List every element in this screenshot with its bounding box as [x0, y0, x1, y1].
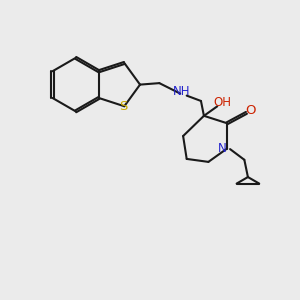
Text: NH: NH [173, 85, 190, 98]
Text: N: N [218, 142, 227, 155]
Text: S: S [118, 100, 127, 113]
Text: O: O [246, 104, 256, 117]
Text: OH: OH [213, 96, 231, 109]
